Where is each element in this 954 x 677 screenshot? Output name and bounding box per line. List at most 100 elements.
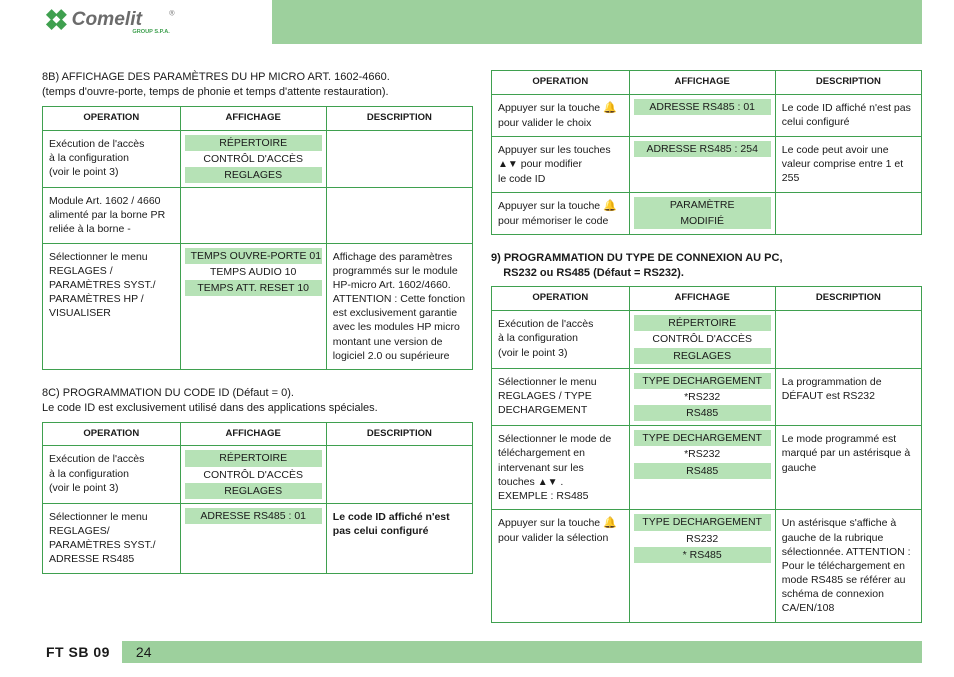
text: 9) PROGRAMMATION DU TYPE DE CONNEXION AU…	[491, 252, 783, 264]
cell-description: La programmation de DÉFAUT est RS232	[775, 368, 921, 426]
cell-operation: Appuyer sur la touche 🔔pour mémoriser le…	[492, 192, 630, 234]
col-operation: OPERATION	[492, 287, 630, 311]
display-line: TEMPS ATT. RESET 10	[185, 280, 322, 296]
section-9-title: 9) PROGRAMMATION DU TYPE DE CONNEXION AU…	[491, 251, 922, 281]
display-line: PARAMÈTRE	[634, 197, 771, 213]
table-row: Sélectionner le menuREGLAGES /PARAMÈTRES…	[43, 243, 473, 369]
display-line: RS232	[634, 531, 771, 547]
display-line: MODIFIÉ	[634, 213, 771, 229]
col-affichage: AFFICHAGE	[180, 106, 326, 130]
display-line: CONTRÔL D'ACCÈS	[185, 151, 322, 167]
table-row: Exécution de l'accèsà la configuration(v…	[43, 130, 473, 188]
cell-operation: Module Art. 1602 / 4660alimenté par la b…	[43, 188, 181, 244]
section-8b-title: 8B) AFFICHAGE DES PARAMÈTRES DU HP MICRO…	[42, 70, 473, 100]
col-affichage: AFFICHAGE	[629, 287, 775, 311]
cell-affichage: RÉPERTOIRECONTRÔL D'ACCÈSREGLAGES	[180, 130, 326, 188]
display-line: * RS485	[634, 547, 771, 563]
table-8b: OPERATION AFFICHAGE DESCRIPTION Exécutio…	[42, 106, 473, 370]
cell-operation: Appuyer sur la touche 🔔pour valider la s…	[492, 510, 630, 622]
col-operation: OPERATION	[43, 422, 181, 446]
brand-logo: Comelit ® GROUP S.P.A.	[42, 0, 272, 44]
display-line: RS485	[634, 463, 771, 479]
cell-description: Le code ID affiché n'est pas celui confi…	[775, 94, 921, 136]
down-arrow-icon: ▼	[548, 477, 558, 488]
text: Le code ID est exclusivement utilisé dan…	[42, 402, 378, 414]
cell-affichage: ADRESSE RS485 : 01	[180, 503, 326, 573]
cell-affichage: PARAMÈTREMODIFIÉ	[629, 192, 775, 234]
table-row: Appuyer sur la touche 🔔pour mémoriser le…	[492, 192, 922, 234]
text: 8B) AFFICHAGE DES PARAMÈTRES DU HP MICRO…	[42, 71, 390, 83]
cell-operation: Sélectionner le menuREGLAGES/PARAMÈTRES …	[43, 503, 181, 573]
text: 8C) PROGRAMMATION DU CODE ID (Défaut = 0…	[42, 387, 294, 399]
table-9: OPERATION AFFICHAGE DESCRIPTION Exécutio…	[491, 286, 922, 622]
cell-affichage: RÉPERTOIRECONTRÔL D'ACCÈSREGLAGES	[180, 446, 326, 504]
cell-affichage: TEMPS OUVRE-PORTE 01TEMPS AUDIO 10TEMPS …	[180, 243, 326, 369]
display-line: ADRESSE RS485 : 254	[634, 141, 771, 157]
cell-description: Le code peut avoir une valeur comprise e…	[775, 136, 921, 192]
col-description: DESCRIPTION	[326, 106, 472, 130]
cell-operation: Sélectionner le menuREGLAGES /PARAMÈTRES…	[43, 243, 181, 369]
display-line: RÉPERTOIRE	[185, 135, 322, 151]
display-line: TEMPS OUVRE-PORTE 01	[185, 248, 322, 264]
table-row: Module Art. 1602 / 4660alimenté par la b…	[43, 188, 473, 244]
left-column: 8B) AFFICHAGE DES PARAMÈTRES DU HP MICRO…	[42, 70, 473, 639]
table-row: Appuyer sur la touche 🔔pour valider le c…	[492, 94, 922, 136]
up-arrow-icon: ▲	[538, 477, 548, 488]
display-line: RS485	[634, 405, 771, 421]
display-line: CONTRÔL D'ACCÈS	[185, 467, 322, 483]
cell-affichage: ADRESSE RS485 : 254	[629, 136, 775, 192]
footer-doc-id: FT SB 09	[42, 641, 122, 663]
display-line: REGLAGES	[634, 348, 771, 364]
svg-text:GROUP S.P.A.: GROUP S.P.A.	[132, 29, 170, 35]
text: RS232 ou RS485 (Défaut = RS232).	[491, 267, 684, 279]
cell-operation: Sélectionner le mode de téléchargement e…	[492, 426, 630, 510]
cell-affichage: TYPE DECHARGEMENT*RS232RS485	[629, 368, 775, 426]
table-row: Appuyer sur la touche 🔔pour valider la s…	[492, 510, 922, 622]
cell-operation: Appuyer sur les touches▲▼ pour modifierl…	[492, 136, 630, 192]
cell-description	[326, 188, 472, 244]
display-line: *RS232	[634, 389, 771, 405]
svg-text:®: ®	[169, 9, 175, 18]
cell-operation: Sélectionner le menuREGLAGES / TYPEDECHA…	[492, 368, 630, 426]
cell-affichage: TYPE DECHARGEMENTRS232* RS485	[629, 510, 775, 622]
col-operation: OPERATION	[43, 106, 181, 130]
bell-icon: 🔔	[603, 517, 617, 529]
table-row: Appuyer sur les touches▲▼ pour modifierl…	[492, 136, 922, 192]
up-arrow-icon: ▲	[498, 159, 508, 170]
bell-icon: 🔔	[603, 102, 617, 114]
col-description: DESCRIPTION	[775, 287, 921, 311]
cell-description: Un astérisque s'affiche à gauche de la r…	[775, 510, 921, 622]
cell-description	[775, 311, 921, 369]
cell-description: Le mode programmé est marqué par un asté…	[775, 426, 921, 510]
display-line: RÉPERTOIRE	[634, 315, 771, 331]
cell-description: Le code ID affiché n'est pas celui confi…	[326, 503, 472, 573]
col-affichage: AFFICHAGE	[629, 71, 775, 95]
display-line: TYPE DECHARGEMENT	[634, 430, 771, 446]
cell-operation: Exécution de l'accèsà la configuration(v…	[43, 130, 181, 188]
text: (temps d'ouvre-porte, temps de phonie et…	[42, 86, 389, 98]
cell-operation: Appuyer sur la touche 🔔pour valider le c…	[492, 94, 630, 136]
display-line: RÉPERTOIRE	[185, 450, 322, 466]
display-line: CONTRÔL D'ACCÈS	[634, 331, 771, 347]
col-description: DESCRIPTION	[326, 422, 472, 446]
cell-operation: Exécution de l'accèsà la configuration(v…	[492, 311, 630, 369]
display-line: REGLAGES	[185, 167, 322, 183]
section-8c-title: 8C) PROGRAMMATION DU CODE ID (Défaut = 0…	[42, 386, 473, 416]
cell-affichage: RÉPERTOIRECONTRÔL D'ACCÈSREGLAGES	[629, 311, 775, 369]
cell-description: Affichage des paramètres programmés sur …	[326, 243, 472, 369]
bell-icon: 🔔	[603, 200, 617, 212]
right-column: OPERATION AFFICHAGE DESCRIPTION Appuyer …	[491, 70, 922, 639]
col-affichage: AFFICHAGE	[180, 422, 326, 446]
display-line: TEMPS AUDIO 10	[185, 264, 322, 280]
table-row: Sélectionner le menuREGLAGES / TYPEDECHA…	[492, 368, 922, 426]
display-line: *RS232	[634, 446, 771, 462]
table-row: Exécution de l'accèsà la configuration(v…	[43, 446, 473, 504]
col-operation: OPERATION	[492, 71, 630, 95]
display-line: REGLAGES	[185, 483, 322, 499]
cell-description	[326, 130, 472, 188]
cell-affichage: ADRESSE RS485 : 01	[629, 94, 775, 136]
cell-affichage	[180, 188, 326, 244]
footer-bar: FT SB 09 24	[42, 641, 922, 663]
table-row: Sélectionner le menuREGLAGES/PARAMÈTRES …	[43, 503, 473, 573]
display-line: TYPE DECHARGEMENT	[634, 514, 771, 530]
